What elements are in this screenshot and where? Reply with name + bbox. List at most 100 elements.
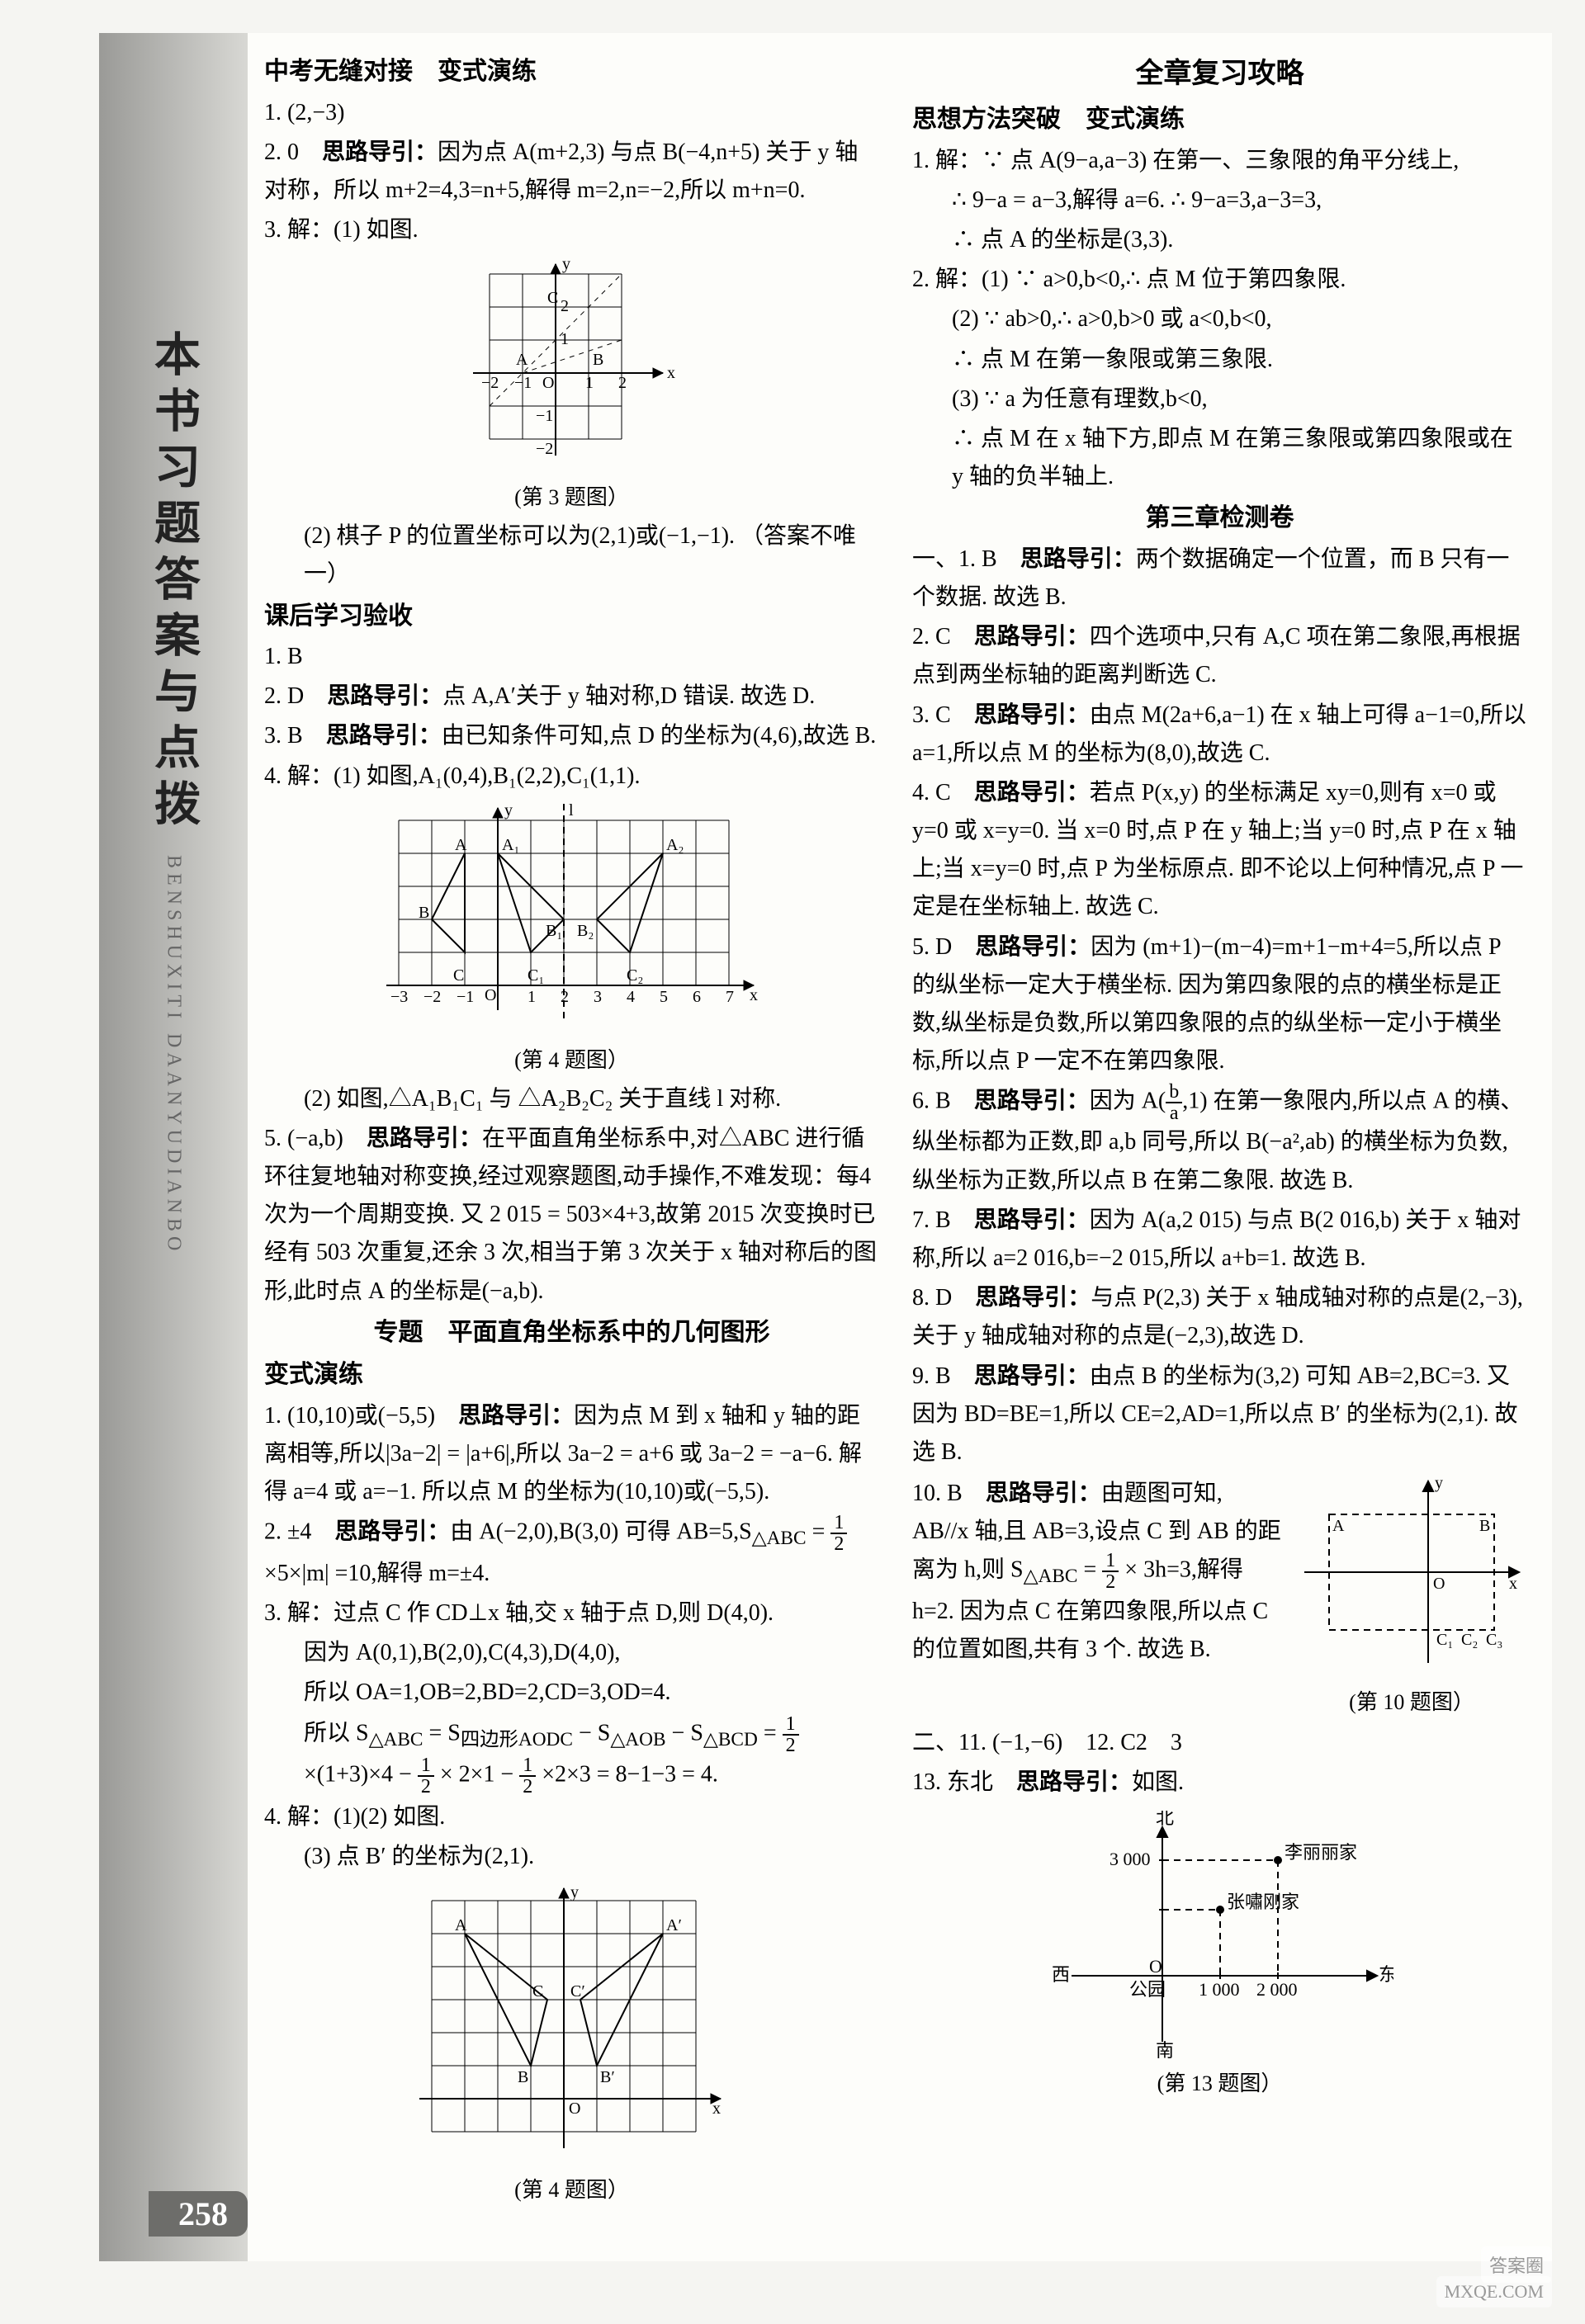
fig13-caption: (第 13 题图） <box>912 2067 1527 2102</box>
fig4b-Ap: A′ <box>666 1916 682 1934</box>
t3d-h: ×2×3 = 8−1−3 = 4. <box>536 1762 718 1788</box>
t3d-s2: 四边形AODC <box>461 1729 573 1750</box>
right-column: 全章复习攻略 思想方法突破 变式演练 1. 解：∵ 点 A(9−a,a−3) 在… <box>912 50 1527 2162</box>
fig13-t1: 1 000 <box>1199 1979 1240 2000</box>
t3d-f: ×(1+3)×4 − <box>304 1762 418 1788</box>
t4-b: (3) 点 B′ 的坐标为(2,1). <box>264 1838 879 1876</box>
fig10-A: A <box>1332 1517 1345 1535</box>
c3-pre: 3. C <box>912 702 974 728</box>
fig4a-y: y <box>504 804 513 820</box>
t2-body-a: 由 A(−2,0),B(3,0) 可得 AB=5,S <box>450 1519 751 1545</box>
fig13-west: 西 <box>1052 1964 1070 1985</box>
t3-b: 因为 A(0,1),B(2,0),C(4,3),D(4,0), <box>264 1634 879 1672</box>
fig3-p2: 2 <box>618 374 627 392</box>
fig3-caption: (第 3 题图） <box>264 480 879 516</box>
fig4a-B: B <box>419 904 429 922</box>
fig4a-p1: 1 <box>528 988 536 1006</box>
p3: 3. B 思路导引：由已知条件可知,点 D 的坐标为(4,6),故选 B. <box>264 717 879 755</box>
fig13-t3: 3 000 <box>1110 1849 1151 1869</box>
fig10-C1: C₁ <box>1436 1631 1453 1649</box>
fig4a-p4: 4 <box>627 988 635 1006</box>
fig10-x: x <box>1509 1575 1517 1593</box>
fig4a-p3: 3 <box>594 988 602 1006</box>
q2-bold: 思路导引： <box>322 139 438 165</box>
fig3-p1: 1 <box>585 374 594 392</box>
fig4a-C: C <box>453 966 464 985</box>
t3-a: 3. 解：过点 C 作 CD⊥x 轴,交 x 轴于点 D,则 D(4,0). <box>264 1594 879 1632</box>
p2: 2. D 思路导引：点 A,A′关于 y 轴对称,D 错误. 故选 D. <box>264 678 879 716</box>
r2-b: (2) ∵ ab>0,∴ a>0,b>0 或 a<0,b<0, <box>912 300 1527 338</box>
spine: 本书习题答案与点拨 BENSHUXITI DAANYUDIANBO <box>99 33 248 2261</box>
sec-zt-title: 专题 平面直角坐标系中的几何图形 <box>264 1312 879 1353</box>
spine-title-cn: 本书习题答案与点拨 <box>140 330 207 835</box>
c10-sub: △ABC <box>1024 1566 1078 1587</box>
fig4a-B1: B₁ <box>546 922 562 940</box>
content-area: 中考无缝对接 变式演练 1. (2,−3) 2. 0 思路导引：因为点 A(m+… <box>248 33 1552 2261</box>
c5-pre: 5. D <box>912 934 975 960</box>
c4-bold: 思路导引： <box>974 780 1090 805</box>
fig4b-B: B <box>518 2068 528 2086</box>
p2-bold: 思路导引： <box>327 683 442 709</box>
c13-bold: 思路导引： <box>1016 1769 1132 1795</box>
q2-pre: 2. 0 <box>264 139 322 165</box>
fig4a-A2: A₂ <box>666 836 684 854</box>
fig4a-C1: C₁ <box>528 966 544 985</box>
fig10-y: y <box>1435 1474 1443 1492</box>
t4-a: 4. 解：(1)(2) 如图. <box>264 1798 879 1836</box>
c4: 4. C 思路导引：若点 P(x,y) 的坐标满足 xy=0,则有 x=0 或 … <box>912 774 1527 927</box>
c3-bold: 思路导引： <box>974 702 1090 728</box>
fig10-C2: C₂ <box>1461 1631 1478 1649</box>
t2-pre: 2. ±4 <box>264 1519 334 1545</box>
p3-pre: 3. B <box>264 723 326 749</box>
fig10-caption: (第 10 题图） <box>1296 1685 1527 1721</box>
fig4b-C: C <box>532 1982 543 2000</box>
q2: 2. 0 思路导引：因为点 A(m+2,3) 与点 B(−4,n+5) 关于 y… <box>264 134 879 210</box>
c6-pre: 6. B <box>912 1089 974 1114</box>
fig10-O: O <box>1433 1575 1445 1593</box>
fig4b-O: O <box>569 2100 580 2118</box>
fig4a-p6: 6 <box>693 988 701 1006</box>
watermark-line2: MXQE.COM <box>1436 2276 1552 2307</box>
t3d-s3: △AOB <box>610 1729 665 1750</box>
c1-pre: 一、1. B <box>912 546 1020 572</box>
fig13-li: 李丽丽家 <box>1285 1842 1357 1863</box>
fig3-m1: −1 <box>514 374 532 392</box>
t2-body-b: = <box>807 1519 831 1545</box>
fig4b-A: A <box>455 1916 467 1934</box>
p3-bold: 思路导引： <box>326 723 442 749</box>
fig3-m2: −2 <box>481 374 499 392</box>
fig13: 北 南 东 西 公园 O 1 000 2 000 3 000 李丽丽家 张嘯刚家 <box>1047 1811 1393 2058</box>
c3: 3. C 思路导引：由点 M(2a+6,a−1) 在 x 轴上可得 a−1=0,… <box>912 697 1527 772</box>
fig3-m2y: −2 <box>536 440 553 458</box>
fig4a-l: l <box>569 804 574 820</box>
fig4b-Bp: B′ <box>600 2068 615 2086</box>
left-column: 中考无缝对接 变式演练 1. (2,−3) 2. 0 思路导引：因为点 A(m+… <box>264 50 879 2162</box>
c1-bold: 思路导引： <box>1020 546 1136 572</box>
p5-body: 在平面直角坐标系中,对△ABC 进行循环往复地轴对称变换,经过观察题图,动手操作… <box>264 1126 877 1304</box>
p2-body: 点 A,A′关于 y 轴对称,D 错误. 故选 D. <box>442 683 815 709</box>
p5-bold: 思路导引： <box>367 1126 482 1151</box>
c10-text: 10. B 思路导引：由题图可知, AB//x 轴,且 AB=3,设点 C 到 … <box>912 1473 1283 1670</box>
fig4b-y: y <box>570 1884 579 1901</box>
fig10-wrap: A B O x y C₁ C₂ C₃ (第 10 题图） <box>1296 1473 1527 1722</box>
t3d-d: − S <box>666 1720 703 1745</box>
fig3-C: C <box>547 289 558 307</box>
fig3-y: y <box>562 257 570 273</box>
fig3-x: x <box>667 364 675 382</box>
t1: 1. (10,10)或(−5,5) 思路导引：因为点 M 到 x 轴和 y 轴的… <box>264 1397 879 1512</box>
p5: 5. (−a,b) 思路导引：在平面直角坐标系中,对△ABC 进行循环往复地轴对… <box>264 1120 879 1311</box>
q3-pre: 3. 解：(1) 如图. <box>264 211 879 249</box>
fig4a: A A₁ A₂ B B₁ B₂ C C₁ C₂ O x y l −3 −2 −1 <box>382 804 762 1035</box>
t3d-a: 所以 S <box>304 1720 369 1745</box>
fig3-p1y: 1 <box>561 330 569 348</box>
t3d-s1: △ABC <box>369 1729 423 1750</box>
q3-2: (2) 棋子 P 的位置坐标可以为(2,1)或(−1,−1). （答案不唯一） <box>264 517 879 593</box>
c6-bold: 思路导引： <box>974 1089 1090 1114</box>
c10: 10. B 思路导引：由题图可知, AB//x 轴,且 AB=3,设点 C 到 … <box>912 1475 1283 1669</box>
fig4a-p7: 7 <box>726 988 734 1006</box>
frac-half-2: 12 <box>783 1714 799 1755</box>
frac-half-4: 12 <box>519 1755 536 1797</box>
fig4a-O: O <box>485 986 496 1004</box>
c9-bold: 思路导引： <box>974 1363 1090 1389</box>
fig3: A B C O x y −2 −1 1 2 1 2 −1 −2 <box>465 257 679 472</box>
